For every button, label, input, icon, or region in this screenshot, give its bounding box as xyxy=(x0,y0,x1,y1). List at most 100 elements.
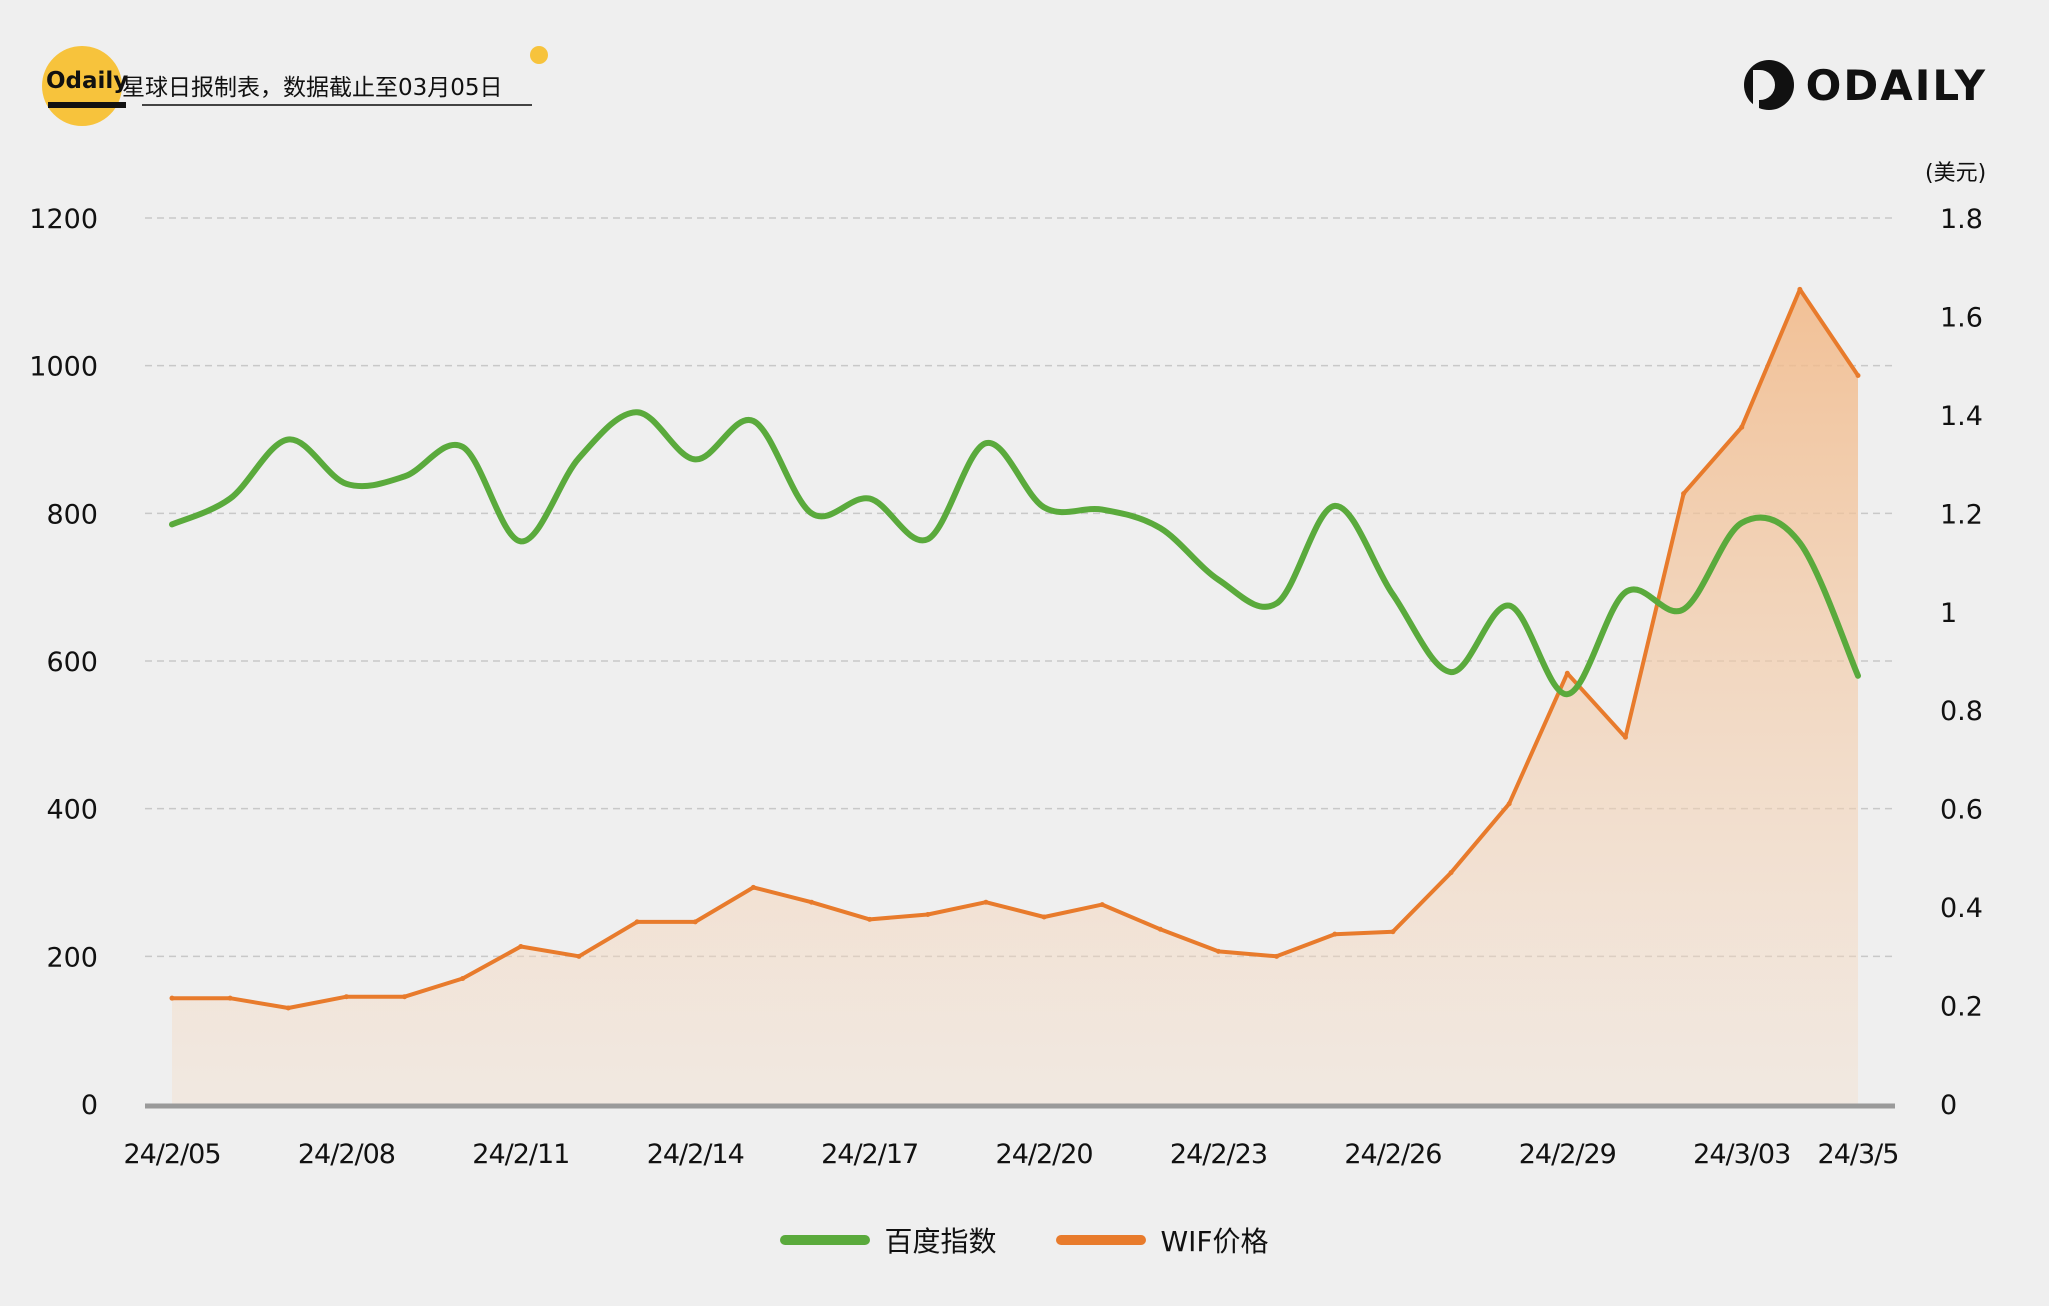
y-right-unit: (美元) xyxy=(1925,161,1986,186)
wif-area xyxy=(172,289,1858,1104)
baidu-point xyxy=(403,474,407,478)
x-tick-label: 24/2/05 xyxy=(123,1139,220,1170)
baidu-point xyxy=(1216,578,1220,582)
y-left-tick-label: 1000 xyxy=(29,352,98,383)
x-tick-label: 24/2/11 xyxy=(472,1139,569,1170)
baidu-point xyxy=(868,497,872,501)
baidu-point xyxy=(170,522,174,526)
wif-point xyxy=(1681,491,1687,497)
logo-text: ODAILY xyxy=(1805,60,1987,110)
brand-underline xyxy=(48,102,126,108)
wif-point xyxy=(1622,734,1628,740)
y-right-tick-label: 0 xyxy=(1940,1090,1957,1121)
wif-point xyxy=(983,899,989,905)
legend-swatch-wif xyxy=(1056,1235,1147,1245)
wif-point xyxy=(1564,670,1570,676)
wif-point xyxy=(169,995,175,1001)
baidu-point xyxy=(286,438,290,441)
wif-point xyxy=(402,994,408,1000)
odaily-logo: ODAILY xyxy=(1743,58,1987,112)
baidu-series xyxy=(169,409,1861,698)
wif-point xyxy=(634,919,640,925)
legend-swatch-baidu xyxy=(780,1235,871,1245)
y-right-tick-label: 1 xyxy=(1940,598,1957,629)
wif-point xyxy=(1506,801,1512,807)
baidu-point xyxy=(228,497,232,501)
wif-point xyxy=(227,995,233,1001)
y-right-tick-label: 0.2 xyxy=(1940,992,1983,1023)
baidu-point xyxy=(1275,601,1279,605)
wif-point xyxy=(1332,931,1338,937)
y-right-tick-label: 0.4 xyxy=(1940,893,1983,924)
baidu-point xyxy=(1798,541,1802,545)
wif-point xyxy=(576,953,582,959)
baidu-point xyxy=(984,441,988,445)
baidu-point xyxy=(810,511,814,515)
wif-point xyxy=(1215,948,1221,954)
wif-area-fill xyxy=(172,289,1858,1104)
baidu-point xyxy=(1565,692,1569,696)
x-tick-label: 24/2/17 xyxy=(821,1139,918,1170)
wif-point xyxy=(343,994,349,1000)
baidu-point xyxy=(1158,526,1162,530)
x-tick-label: 24/2/29 xyxy=(1519,1139,1616,1170)
baidu-point xyxy=(1449,670,1453,674)
y-axis-right: 0 0.2 0.4 0.6 0.8 1 1.2 1.4 1.6 1.8 xyxy=(1940,204,1983,1121)
baidu-point xyxy=(1682,607,1686,611)
wif-point xyxy=(925,911,931,917)
wif-point xyxy=(1390,929,1396,935)
wif-point xyxy=(1099,902,1105,908)
chart-header: Odaily 星球日报制表，数据截止至03月05日 xyxy=(42,46,602,126)
wif-point xyxy=(1448,870,1454,876)
baidu-point xyxy=(1856,674,1860,678)
y-left-tick-label: 800 xyxy=(46,499,98,530)
x-tick-label: 24/3/03 xyxy=(1693,1139,1790,1170)
y-left-tick-label: 600 xyxy=(46,647,98,678)
brand-circle xyxy=(42,46,122,126)
y-left-tick-label: 200 xyxy=(46,942,98,973)
wif-point xyxy=(750,884,756,890)
baidu-point xyxy=(1100,508,1104,512)
x-tick-label: 24/3/5 xyxy=(1818,1139,1899,1170)
wif-point xyxy=(1157,926,1163,932)
baidu-point xyxy=(1740,521,1744,525)
baidu-point xyxy=(577,456,581,460)
y-right-tick-label: 1.6 xyxy=(1940,302,1983,333)
y-axis-left: 0 200 400 600 800 1000 1200 xyxy=(29,204,98,1121)
brand-name: Odaily xyxy=(46,68,129,94)
x-tick-label: 24/2/14 xyxy=(647,1139,744,1170)
baidu-point xyxy=(751,419,755,423)
baidu-point xyxy=(1623,590,1627,594)
baidu-point xyxy=(693,457,697,461)
baidu-point xyxy=(1391,593,1395,597)
legend-item-baidu: 百度指数 xyxy=(780,1220,996,1260)
y-right-tick-label: 0.6 xyxy=(1940,795,1983,826)
baidu-line xyxy=(169,409,1861,698)
baidu-point xyxy=(344,482,348,486)
y-right-tick-label: 0.8 xyxy=(1940,696,1983,727)
baidu-point xyxy=(519,539,523,543)
x-tick-label: 24/2/26 xyxy=(1344,1139,1441,1170)
y-left-tick-label: 0 xyxy=(81,1090,98,1121)
baidu-point xyxy=(1507,604,1511,608)
y-right-tick-label: 1.2 xyxy=(1940,499,1983,530)
legend-label-baidu: 百度指数 xyxy=(884,1225,997,1258)
wif-point xyxy=(460,975,466,981)
wif-point xyxy=(1797,286,1803,292)
wif-point xyxy=(692,919,698,925)
baidu-point xyxy=(635,410,639,414)
x-tick-label: 24/2/23 xyxy=(1170,1139,1267,1170)
subtitle-underline xyxy=(142,104,532,106)
y-right-tick-label: 1.4 xyxy=(1940,401,1983,432)
x-tick-label: 24/2/20 xyxy=(996,1139,1093,1170)
baidu-point xyxy=(1333,504,1337,508)
wif-point xyxy=(1041,914,1047,920)
baidu-point xyxy=(1042,505,1046,509)
wif-point xyxy=(1274,953,1280,959)
y-left-tick-label: 400 xyxy=(46,795,98,826)
odaily-logo-icon xyxy=(1743,60,1794,110)
wif-point xyxy=(1855,373,1861,379)
x-tick-label: 24/2/08 xyxy=(298,1139,395,1170)
wif-point xyxy=(518,943,524,949)
